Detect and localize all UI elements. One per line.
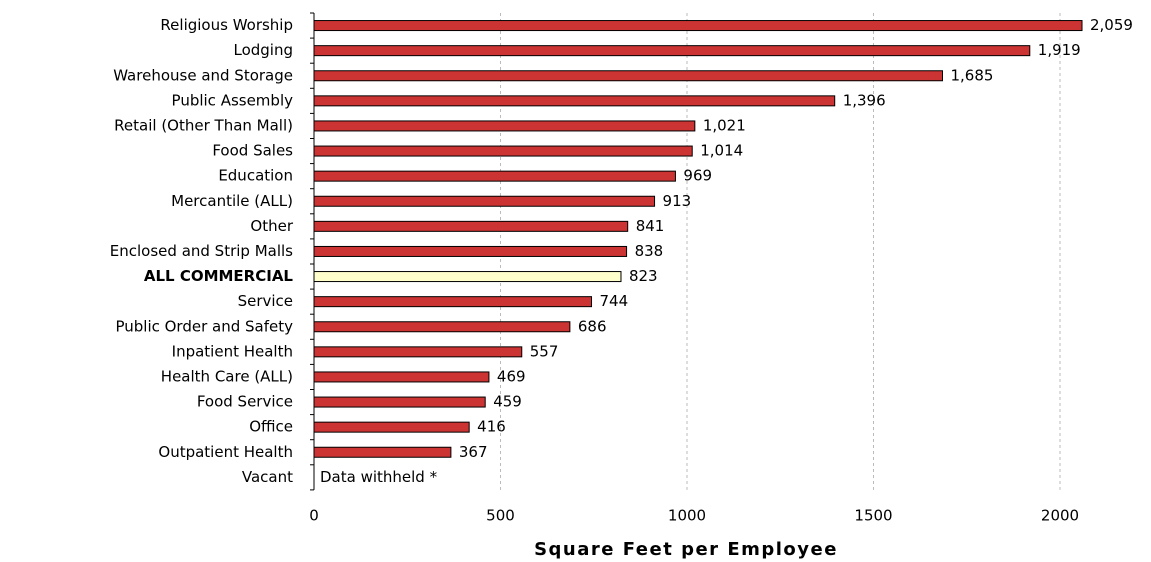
bar [313, 195, 656, 207]
y-tick-label: Public Assembly [172, 91, 294, 109]
y-tick-label: Retail (Other Than Mall) [114, 116, 293, 134]
bar [313, 446, 452, 458]
y-tick-label: Mercantile (ALL) [171, 192, 293, 210]
bar [313, 170, 676, 182]
value-label: 838 [635, 242, 664, 260]
y-tick-label: Inpatient Health [172, 342, 293, 360]
value-label: 1,685 [951, 66, 994, 84]
bar [313, 20, 1083, 32]
value-label: 469 [497, 367, 526, 385]
bar [313, 45, 1031, 57]
value-label: 913 [663, 192, 692, 210]
y-tick-label: Food Service [197, 393, 293, 411]
y-tick-label: Vacant [242, 468, 293, 486]
value-label: 841 [636, 217, 665, 235]
value-label: Data withheld * [320, 468, 438, 486]
bar [313, 371, 490, 383]
y-tick-label: Other [250, 217, 293, 235]
bar [313, 245, 628, 257]
y-tick-label: Food Sales [212, 142, 293, 160]
bar [313, 95, 836, 107]
bar [313, 346, 523, 358]
bar [313, 421, 470, 433]
x-axis-title: Square Feet per Employee [534, 539, 838, 560]
value-label: 1,396 [843, 91, 886, 109]
y-tick-label: Service [238, 292, 293, 310]
y-tick-label: Office [249, 418, 293, 436]
bar [313, 396, 486, 408]
y-tick-label: Outpatient Health [158, 443, 293, 461]
value-label: 1,014 [700, 142, 743, 160]
bar [313, 271, 622, 283]
y-tick-label: Health Care (ALL) [161, 367, 293, 385]
value-label: 2,059 [1090, 16, 1133, 34]
bar [313, 120, 696, 132]
value-label: 416 [477, 418, 506, 436]
value-label: 686 [578, 317, 607, 335]
value-label: 459 [493, 393, 522, 411]
x-tick-label: 500 [486, 507, 515, 525]
x-tick-label: 1000 [668, 507, 706, 525]
y-tick-label: Religious Worship [160, 16, 293, 34]
value-label: 1,919 [1038, 41, 1081, 59]
value-label: 744 [600, 292, 629, 310]
bar [313, 220, 629, 232]
x-tick-label: 0 [309, 507, 319, 525]
value-label: 969 [683, 167, 712, 185]
value-label: 367 [459, 443, 488, 461]
y-tick-label: Education [218, 167, 293, 185]
bar [313, 321, 571, 333]
bar [313, 70, 944, 82]
y-tick-label: Enclosed and Strip Malls [110, 242, 293, 260]
x-tick-label: 1500 [854, 507, 892, 525]
value-label: 1,021 [703, 116, 746, 134]
value-label: 557 [530, 342, 559, 360]
value-label: 823 [629, 267, 658, 285]
y-tick-label: ALL COMMERCIAL [144, 267, 294, 285]
y-tick-label: Warehouse and Storage [113, 66, 293, 84]
y-tick-label: Lodging [233, 41, 293, 59]
x-tick-label: 2000 [1041, 507, 1079, 525]
y-tick-label: Public Order and Safety [115, 317, 293, 335]
bar [313, 145, 693, 157]
bar [313, 296, 593, 308]
